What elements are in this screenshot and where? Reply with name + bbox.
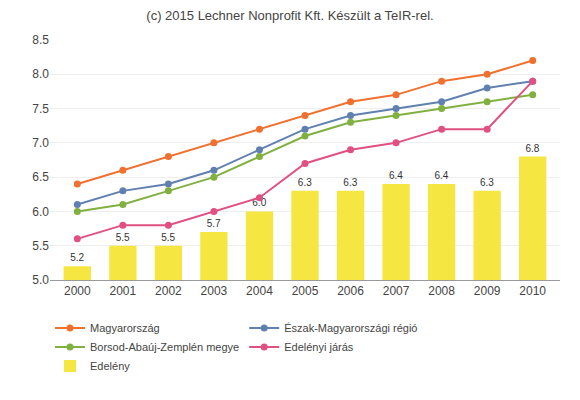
- svg-text:Magyarország: Magyarország: [90, 322, 160, 334]
- svg-text:Borsod-Abaúj-Zemplén megye: Borsod-Abaúj-Zemplén megye: [90, 341, 239, 353]
- svg-text:2005: 2005: [292, 284, 319, 298]
- svg-text:6.0: 6.0: [252, 197, 266, 208]
- svg-text:7.0: 7.0: [32, 136, 49, 150]
- svg-text:5.5: 5.5: [161, 232, 175, 243]
- svg-text:2000: 2000: [64, 284, 91, 298]
- svg-text:5.2: 5.2: [70, 252, 84, 263]
- svg-text:6.3: 6.3: [343, 177, 357, 188]
- svg-text:5.5: 5.5: [116, 232, 130, 243]
- svg-text:6.3: 6.3: [480, 177, 494, 188]
- svg-text:(c) 2015 Lechner Nonprofit Kft: (c) 2015 Lechner Nonprofit Kft. Készült …: [146, 8, 433, 23]
- svg-text:5.7: 5.7: [207, 218, 221, 229]
- svg-text:6.4: 6.4: [434, 170, 448, 181]
- svg-text:7.5: 7.5: [32, 102, 49, 116]
- svg-text:2004: 2004: [246, 284, 273, 298]
- svg-text:6.4: 6.4: [389, 170, 403, 181]
- svg-text:2002: 2002: [155, 284, 182, 298]
- svg-text:2007: 2007: [383, 284, 410, 298]
- svg-text:2008: 2008: [428, 284, 455, 298]
- svg-text:2006: 2006: [337, 284, 364, 298]
- svg-text:8.0: 8.0: [32, 67, 49, 81]
- svg-text:Észak-Magyarországi régió: Észak-Magyarországi régió: [284, 322, 417, 334]
- svg-text:6.3: 6.3: [298, 177, 312, 188]
- svg-text:5.5: 5.5: [32, 239, 49, 253]
- svg-text:6.8: 6.8: [526, 143, 540, 154]
- svg-text:Edelényi járás: Edelényi járás: [284, 341, 354, 353]
- svg-text:6.0: 6.0: [32, 205, 49, 219]
- svg-text:2010: 2010: [519, 284, 546, 298]
- svg-text:8.5: 8.5: [32, 33, 49, 47]
- svg-text:5.0: 5.0: [32, 273, 49, 287]
- svg-text:2009: 2009: [474, 284, 501, 298]
- svg-text:Edelény: Edelény: [90, 360, 130, 372]
- svg-text:2001: 2001: [110, 284, 137, 298]
- svg-text:2003: 2003: [201, 284, 228, 298]
- svg-text:6.5: 6.5: [32, 170, 49, 184]
